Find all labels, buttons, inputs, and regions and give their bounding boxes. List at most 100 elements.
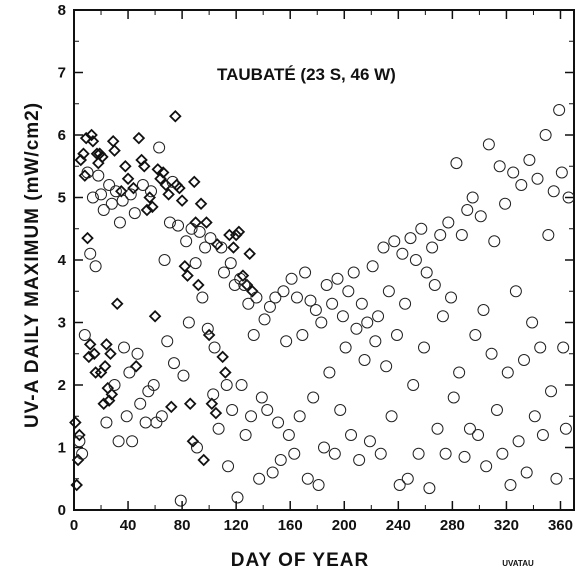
- diamond-point: [106, 134, 120, 148]
- circle-point: [258, 313, 271, 326]
- circle-point: [474, 210, 487, 223]
- circle-point: [224, 257, 237, 270]
- circle-point: [172, 219, 185, 232]
- circle-point: [504, 479, 517, 491]
- circle-point: [97, 204, 110, 216]
- circle-point: [100, 416, 113, 429]
- y-tick-label: 1: [58, 440, 66, 457]
- circle-point: [118, 341, 130, 354]
- circle-point: [455, 229, 468, 241]
- circle-point: [282, 429, 295, 441]
- x-tick-label: 240: [386, 517, 411, 534]
- circle-point: [450, 157, 463, 170]
- diamond-point: [229, 228, 243, 242]
- diamond-point: [105, 388, 119, 401]
- circle-point: [458, 450, 471, 463]
- plot-border: [73, 9, 575, 511]
- circle-point: [296, 329, 309, 341]
- circle-point: [439, 447, 452, 460]
- circle-point: [239, 429, 252, 441]
- diamond-point: [79, 131, 93, 145]
- circle-point: [372, 310, 385, 323]
- circle-point: [423, 482, 436, 495]
- circle-point: [92, 169, 105, 182]
- circle-point: [404, 232, 417, 245]
- circle-point: [163, 216, 176, 229]
- diamond-point: [78, 169, 92, 182]
- diamond-point: [165, 400, 178, 414]
- diamond-point: [148, 309, 162, 323]
- circle-point: [418, 341, 430, 354]
- circle-point: [393, 479, 406, 491]
- circle-point: [272, 416, 285, 429]
- circle-point: [145, 185, 158, 198]
- circle-point: [480, 460, 493, 473]
- diamond-point: [162, 188, 175, 201]
- circle-point: [388, 235, 401, 248]
- diamond-point: [119, 159, 132, 173]
- circle-point: [266, 466, 279, 479]
- points-layer: [69, 104, 575, 507]
- circle-point: [250, 291, 263, 304]
- diamond-point: [194, 197, 208, 211]
- circle-point: [242, 297, 255, 310]
- circle-point: [263, 300, 276, 313]
- circle-point: [315, 316, 328, 329]
- diamond-point: [192, 278, 205, 292]
- diamond-point: [70, 478, 83, 492]
- circle-point: [353, 454, 366, 466]
- circle-point: [280, 335, 293, 348]
- circle-point: [155, 410, 168, 423]
- diamond-point: [121, 172, 135, 186]
- diamond-point: [129, 359, 143, 373]
- circle-point: [285, 272, 298, 285]
- circle-point: [363, 435, 376, 448]
- diamond-point: [110, 297, 124, 311]
- circle-point: [528, 410, 541, 423]
- circle-point: [493, 160, 506, 173]
- circle-point: [293, 410, 306, 423]
- circle-point: [231, 491, 244, 504]
- x-tick-label: 160: [278, 517, 303, 534]
- x-tick-label: 0: [70, 517, 78, 534]
- diamond-point: [108, 144, 121, 157]
- circle-point: [212, 422, 225, 435]
- circle-point: [196, 291, 209, 304]
- circle-point: [415, 222, 428, 235]
- circle-point: [108, 379, 121, 391]
- circle-point: [399, 297, 412, 310]
- circle-point: [472, 429, 485, 441]
- circle-point: [407, 379, 420, 391]
- circle-point: [177, 369, 190, 382]
- circle-point: [116, 194, 129, 207]
- diamond-point: [232, 225, 246, 239]
- circle-point: [380, 360, 393, 373]
- circle-point: [84, 247, 97, 260]
- circle-point: [136, 179, 149, 191]
- diamond-point: [73, 428, 86, 442]
- circle-point: [412, 447, 425, 460]
- circle-point: [199, 241, 212, 254]
- circle-point: [89, 260, 102, 273]
- circle-point: [409, 254, 422, 266]
- circle-point: [261, 404, 274, 416]
- circle-point: [453, 366, 466, 379]
- diamond-point: [200, 216, 213, 229]
- circle-point: [559, 422, 572, 435]
- circle-point: [531, 172, 544, 185]
- circle-point: [245, 410, 258, 423]
- x-tick-label: 320: [494, 517, 519, 534]
- y-tick-label: 4: [58, 252, 67, 269]
- circle-point: [109, 185, 122, 198]
- diamond-point: [71, 453, 85, 467]
- circle-point: [547, 185, 560, 198]
- diamond-point: [81, 231, 94, 245]
- diamond-point: [85, 128, 98, 142]
- diamond-point: [137, 159, 151, 173]
- circle-point: [482, 138, 495, 151]
- circle-point: [189, 257, 202, 270]
- circle-point: [235, 379, 248, 391]
- diamond-point: [202, 328, 216, 342]
- circle-point: [185, 222, 198, 235]
